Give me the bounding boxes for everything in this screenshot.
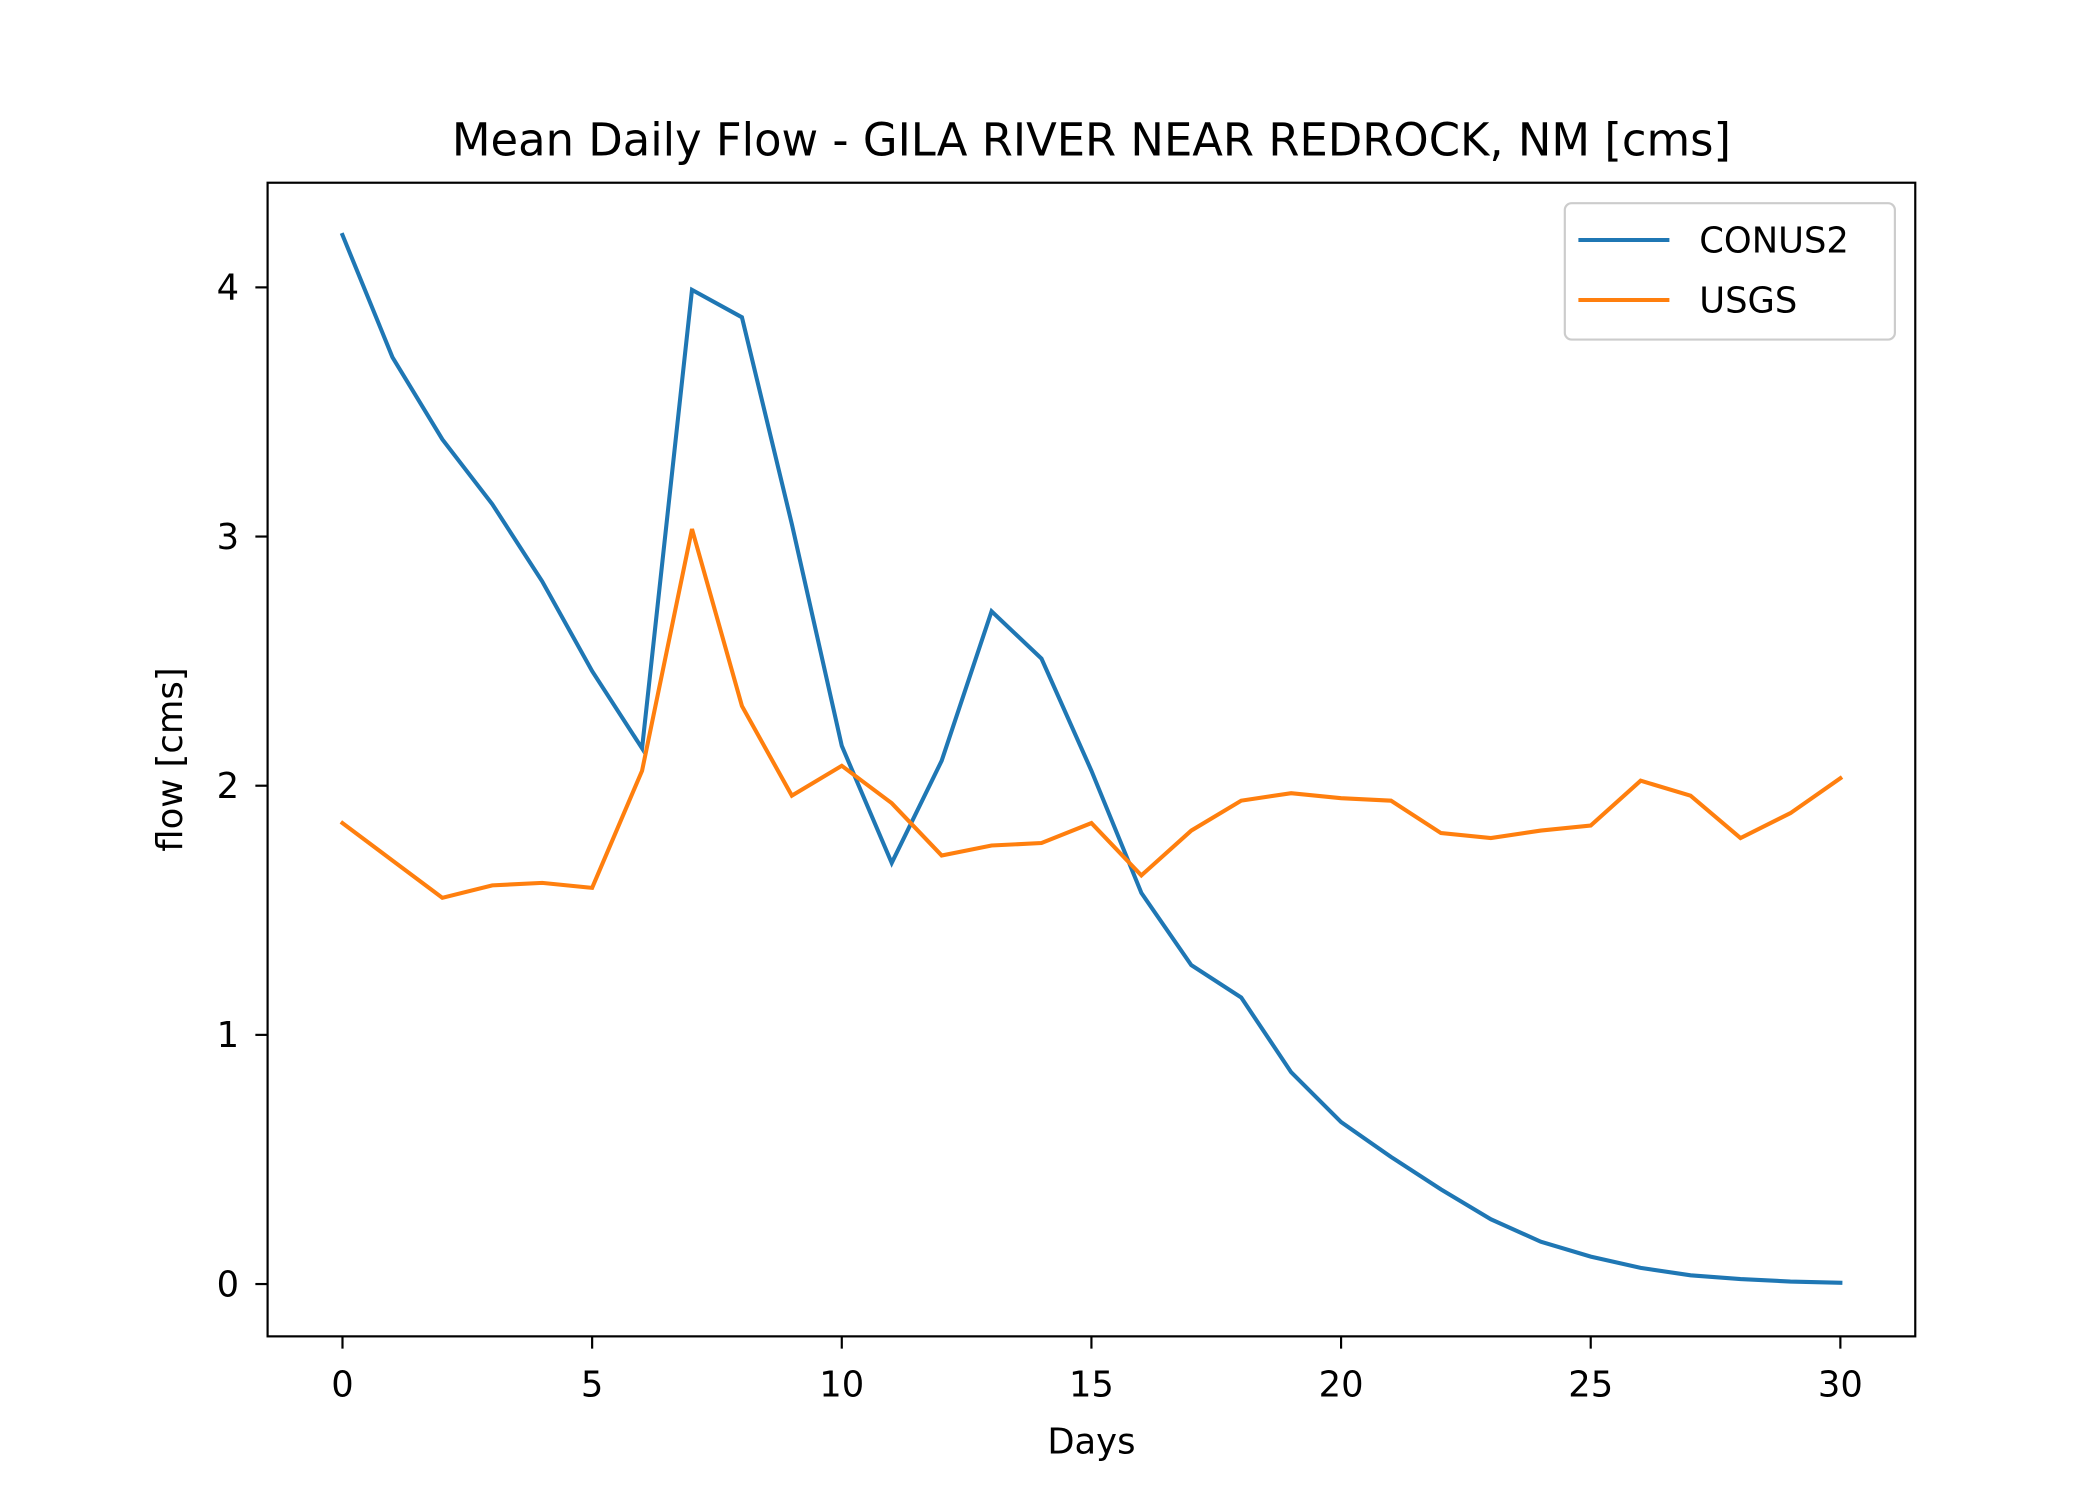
y-axis-label: flow [cms]	[150, 667, 191, 851]
legend-box	[1563, 202, 1896, 341]
x-tick-label: 30	[1818, 1364, 1863, 1405]
y-tick-label: 1	[217, 1015, 239, 1056]
y-tick-label: 2	[217, 766, 239, 807]
chart-title: Mean Daily Flow - GILA RIVER NEAR REDROC…	[452, 113, 1731, 166]
x-tick-label: 0	[331, 1364, 353, 1405]
x-tick-label: 10	[819, 1364, 864, 1405]
series-line-conus2	[339, 232, 1843, 1285]
y-tick-label: 3	[217, 517, 239, 558]
x-tick-label: 15	[1069, 1364, 1114, 1405]
x-tick-label: 25	[1568, 1364, 1613, 1405]
series-lines	[339, 232, 1844, 1285]
x-tick-label: 5	[581, 1364, 603, 1405]
legend: CONUS2 USGS	[1563, 202, 1896, 341]
x-axis-label: Days	[1047, 1422, 1135, 1463]
x-axis-ticks: 0 5 10 15 20 25 30	[331, 1336, 1863, 1405]
x-tick-label: 20	[1319, 1364, 1364, 1405]
legend-label-usgs: USGS	[1699, 280, 1797, 321]
series-line-usgs	[339, 528, 1844, 901]
y-tick-label: 0	[217, 1264, 239, 1305]
y-axis-ticks: 0 1 2 3 4	[217, 268, 268, 1305]
legend-label-conus2: CONUS2	[1699, 220, 1849, 261]
y-tick-label: 4	[217, 268, 239, 309]
